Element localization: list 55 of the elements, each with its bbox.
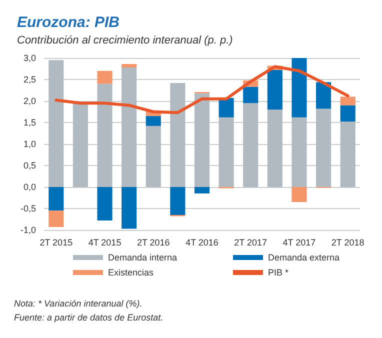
bar [170, 187, 186, 215]
bar [170, 82, 186, 187]
bar [122, 64, 137, 68]
y-tick-label: -0,5 [20, 204, 36, 214]
chart-title: Eurozona: PIB [17, 14, 120, 31]
y-tick-label: 1,0 [23, 139, 36, 149]
bar [340, 122, 356, 187]
x-tick-label: 2T 2016 [136, 238, 170, 248]
bar [146, 126, 161, 187]
legend-label: PIB * [268, 268, 290, 278]
bar [72, 103, 88, 187]
line-series [54, 65, 350, 114]
y-tick-label: 3,0 [23, 53, 36, 63]
y-tick-label: 1,5 [23, 118, 36, 128]
x-tick-label: 2T 2018 [331, 238, 364, 248]
bar [292, 117, 307, 187]
y-tick-label: 0,0 [23, 182, 36, 192]
x-tick-label: 4T 2015 [88, 238, 122, 248]
legend-label: Demanda interna [108, 252, 178, 262]
bar [292, 58, 307, 118]
legend-label: Demanda externa [268, 252, 340, 262]
bar [243, 103, 258, 187]
y-tick-label: 2,5 [23, 74, 36, 84]
bar [48, 187, 64, 211]
bar [340, 105, 356, 122]
bar [218, 117, 234, 187]
x-tick-label: 4T 2016 [186, 238, 218, 248]
x-tick-label: 2T 2015 [40, 238, 73, 248]
bar [243, 86, 258, 104]
source-note: Fuente: a partir de datos de Eurostat. [14, 312, 164, 322]
bar [97, 84, 112, 187]
chart-subtitle: Contribución al crecimiento interanual (p. p.) [17, 34, 234, 46]
bar [48, 60, 64, 187]
y-tick-label: 2,0 [23, 96, 36, 106]
y-tick-label: 0,5 [23, 160, 36, 170]
legend-label: Existencias [108, 268, 154, 278]
text: Nota: * Variación interanual (%). [14, 298, 142, 308]
bar [218, 98, 234, 118]
bar [267, 110, 282, 187]
x-tick-label: 2T 2017 [234, 238, 268, 248]
bar [194, 93, 210, 187]
bar [340, 96, 356, 106]
x-tick-label: 4T 2017 [282, 238, 316, 248]
bar [97, 70, 112, 84]
bar [316, 82, 332, 109]
bar [146, 116, 161, 126]
bar [122, 187, 137, 229]
bar [316, 108, 332, 187]
bar [122, 67, 137, 187]
bar [267, 70, 282, 110]
bar [292, 187, 307, 202]
bar [194, 187, 210, 194]
y-tick-label: -1,0 [20, 225, 36, 235]
bar [97, 187, 112, 221]
bar [48, 210, 64, 227]
